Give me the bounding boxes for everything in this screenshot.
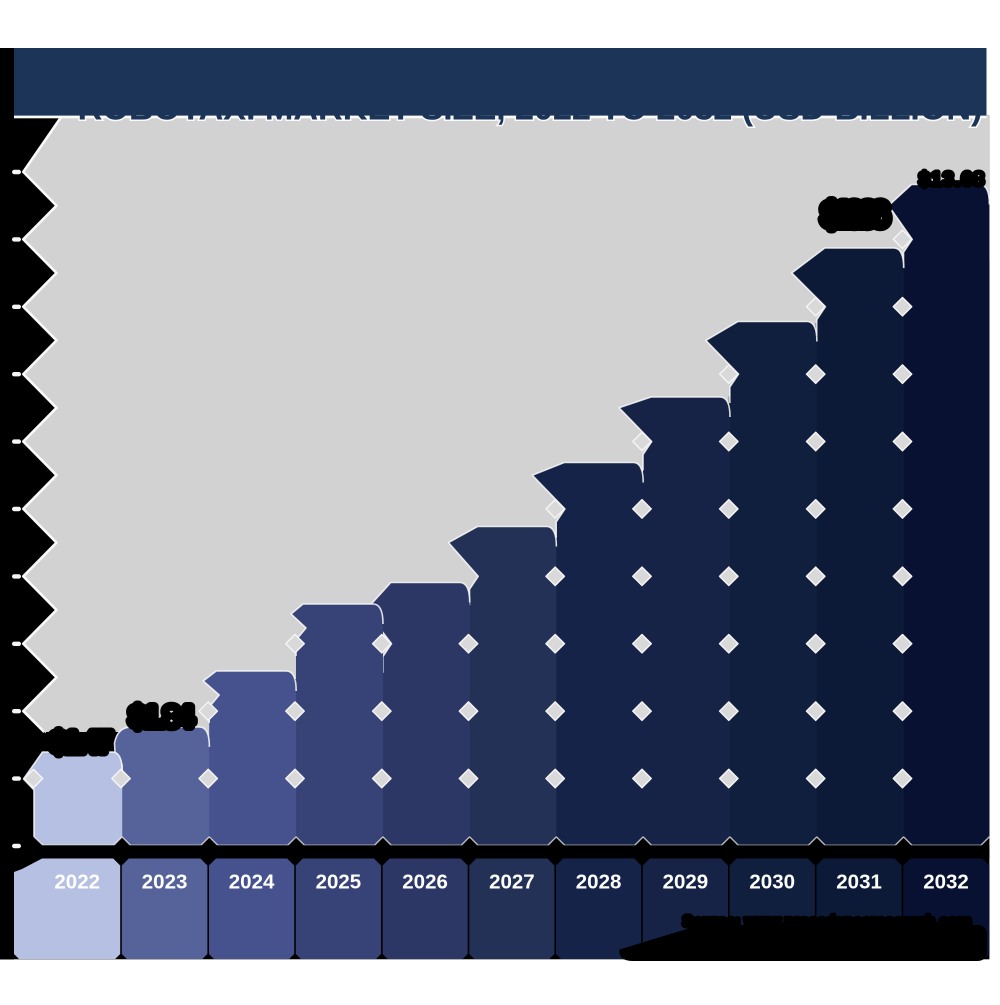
svg-text:2029: 2029 (663, 871, 709, 894)
svg-text:$10.96: $10.96 (823, 197, 889, 233)
svg-text:2027: 2027 (489, 871, 535, 894)
svg-text:2030: 2030 (749, 871, 795, 894)
svg-text:Source: www.precedenceresearch: Source: www.precedenceresearch.com (683, 914, 972, 931)
svg-text:ROBOTAXI MARKET SIZE, 2022 TO: ROBOTAXI MARKET SIZE, 2022 TO 2032 (USD … (78, 90, 983, 128)
svg-text:2031: 2031 (836, 871, 882, 894)
svg-text:2025: 2025 (316, 871, 362, 894)
svg-text:$1.47: $1.47 (51, 727, 113, 759)
svg-text:2028: 2028 (576, 871, 622, 894)
svg-text:2022: 2022 (54, 871, 100, 894)
svg-text:2024: 2024 (229, 871, 275, 894)
svg-text:$1.84: $1.84 (130, 702, 194, 734)
svg-text:2023: 2023 (142, 871, 188, 894)
svg-text:2026: 2026 (402, 871, 448, 894)
svg-text:$13.68: $13.68 (919, 170, 984, 191)
svg-text:2032: 2032 (923, 871, 969, 894)
